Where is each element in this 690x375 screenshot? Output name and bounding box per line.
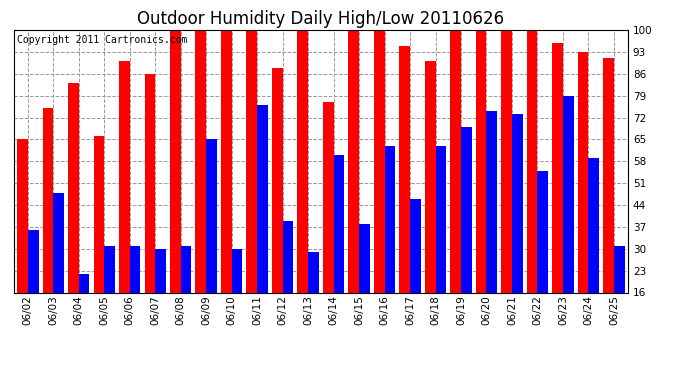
Bar [400,46,410,292]
Bar [526,30,538,292]
Bar [614,246,624,292]
Bar [486,111,497,292]
Bar [53,192,64,292]
Bar [348,30,359,292]
Bar [374,30,384,292]
Bar [232,249,242,292]
Bar [43,108,53,292]
Bar [552,42,563,292]
Bar [308,252,319,292]
Bar [435,146,446,292]
Bar [170,30,181,292]
Bar [206,140,217,292]
Bar [79,274,90,292]
Bar [94,136,104,292]
Bar [283,220,293,292]
Bar [461,127,472,292]
Bar [104,246,115,292]
Bar [589,158,599,292]
Bar [333,155,344,292]
Bar [410,199,421,292]
Bar [17,140,28,292]
Bar [144,74,155,292]
Bar [297,30,308,292]
Bar [538,171,548,292]
Bar [130,246,141,292]
Bar [181,246,191,292]
Bar [195,30,206,292]
Bar [246,30,257,292]
Text: Copyright 2011 Cartronics.com: Copyright 2011 Cartronics.com [17,35,187,45]
Bar [155,249,166,292]
Bar [603,58,614,292]
Title: Outdoor Humidity Daily High/Low 20110626: Outdoor Humidity Daily High/Low 20110626 [137,10,504,28]
Bar [221,30,232,292]
Bar [359,224,370,292]
Bar [323,102,333,292]
Bar [578,52,589,292]
Bar [451,30,461,292]
Bar [28,230,39,292]
Bar [384,146,395,292]
Bar [119,61,130,292]
Bar [512,114,522,292]
Bar [257,105,268,292]
Bar [563,96,573,292]
Bar [425,61,435,292]
Bar [501,30,512,292]
Bar [272,68,283,292]
Bar [68,83,79,292]
Bar [476,30,486,292]
